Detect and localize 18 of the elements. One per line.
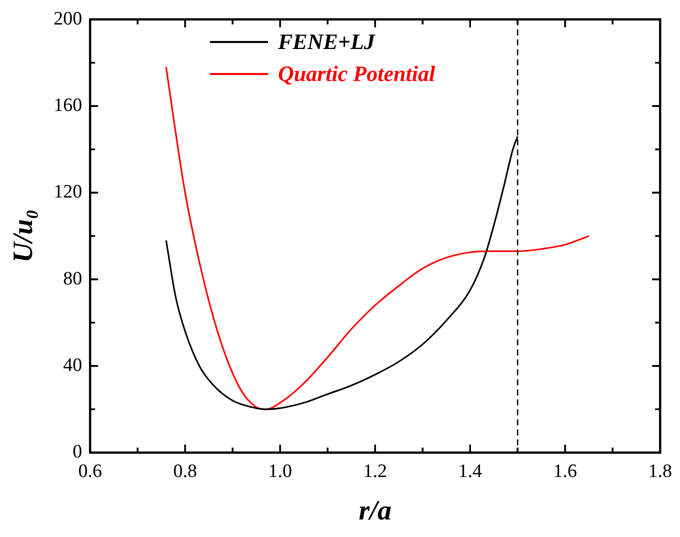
x-axis-title: r/a xyxy=(358,495,392,526)
x-tick-label: 1.4 xyxy=(458,460,482,482)
y-tick-label: 160 xyxy=(54,95,82,116)
y-tick-label: 0 xyxy=(72,442,82,463)
y-tick-label: 120 xyxy=(54,182,82,203)
x-tick-label: 1.2 xyxy=(363,460,387,482)
y-tick-label: 40 xyxy=(63,354,82,376)
text: 1.0 xyxy=(268,460,292,482)
x-tick-label: 1.6 xyxy=(553,460,577,482)
x-tick-label: 0.8 xyxy=(173,460,197,482)
y-axis-title: U/u₀ xyxy=(8,209,40,263)
y-tick-label: 200 xyxy=(54,8,82,30)
legend-label: FENE+LJ xyxy=(278,29,375,55)
line-series xyxy=(165,66,590,410)
x-tick-label: 0.6 xyxy=(78,460,102,482)
x-tick-label: 1.8 xyxy=(648,460,672,482)
legend-label: Quartic Potential xyxy=(278,61,436,87)
y-tick-label: 80 xyxy=(63,268,82,290)
